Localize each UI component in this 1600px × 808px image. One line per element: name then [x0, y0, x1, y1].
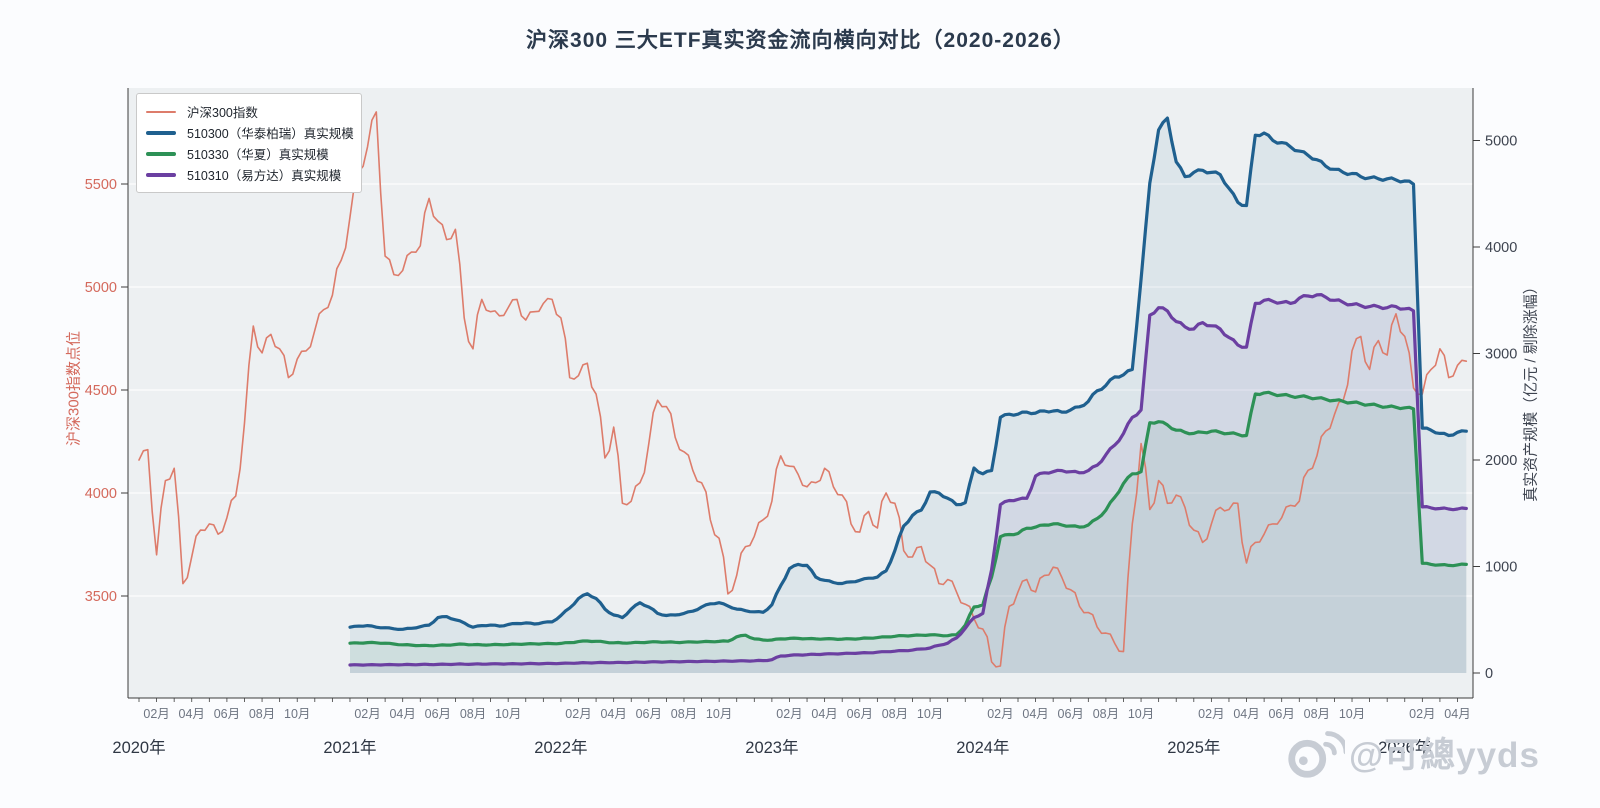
month-tick-label: 02月: [565, 707, 591, 721]
month-tick-label: 10月: [1128, 707, 1154, 721]
month-tick-label: 08月: [882, 707, 908, 721]
month-tick-label: 06月: [1058, 707, 1084, 721]
year-label: 2022年: [534, 738, 587, 757]
right-tick-label: 4000: [1485, 240, 1517, 256]
weibo-icon: [1288, 731, 1345, 778]
month-tick-label: 10月: [917, 707, 943, 721]
month-tick-label: 04月: [811, 707, 837, 721]
month-tick-label: 02月: [1198, 707, 1224, 721]
right-axis-ticks: 0 1000 2000 3000 4000 5000: [1473, 134, 1517, 682]
etf-510310-swatch: [146, 172, 176, 177]
month-tick-label: 08月: [1093, 707, 1119, 721]
year-label: 2021年: [323, 738, 376, 757]
month-tick-label: 10月: [284, 707, 310, 721]
month-tick-label: 10月: [495, 707, 521, 721]
month-tick-label: 04月: [600, 707, 626, 721]
month-tick-label: 08月: [1304, 707, 1330, 721]
year-label: 2026年: [1378, 738, 1431, 757]
year-label: 2020年: [112, 738, 165, 757]
month-tick-label: 04月: [1444, 707, 1470, 721]
left-tick-label: 5000: [85, 280, 117, 296]
month-tick-label: 06月: [636, 707, 662, 721]
left-tick-label: 5500: [85, 177, 117, 193]
right-tick-label: 3000: [1485, 347, 1517, 363]
right-axis-title: 真实资产规模（亿元 / 剔除涨幅）: [1522, 279, 1540, 502]
left-tick-label: 3500: [85, 589, 117, 605]
legend-item-index: 沪深300指数: [146, 101, 352, 122]
watermark-text: @可總yyds: [1349, 735, 1540, 775]
month-tick-label: 04月: [1233, 707, 1259, 721]
month-tick-label: 02月: [987, 707, 1013, 721]
chart-title: 沪深300 三大ETF真实资金流向横向对比（2020-2026）: [526, 29, 1075, 52]
etf-510330-swatch: [146, 151, 176, 156]
left-axis-title: 沪深300指数点位: [65, 330, 83, 447]
month-tick-label: 04月: [1022, 707, 1048, 721]
right-tick-label: 0: [1485, 666, 1493, 682]
index-line-swatch: [146, 110, 176, 113]
month-tick-label: 06月: [1268, 707, 1294, 721]
legend-item-510310: 510310（易方达）真实规模: [146, 164, 352, 185]
year-label: 2025年: [1167, 738, 1220, 757]
month-tick-label: 06月: [847, 707, 873, 721]
etf-area-1: [350, 118, 1467, 674]
legend-label: 沪深300指数: [187, 106, 258, 120]
year-label: 2024年: [956, 738, 1009, 757]
month-tick-label: 06月: [425, 707, 451, 721]
legend: 沪深300指数 510300（华泰柏瑞）真实规模 510330（华夏）真实规模 …: [136, 93, 362, 193]
month-tick-label: 02月: [354, 707, 380, 721]
area-fills: [350, 118, 1467, 674]
right-tick-label: 5000: [1485, 134, 1517, 150]
month-tick-label: 02月: [1409, 707, 1435, 721]
etf-area-2: [350, 392, 1467, 673]
year-label: 2023年: [745, 738, 798, 757]
month-tick-label: 10月: [706, 707, 732, 721]
x-axis-ticks: 02月 04月 06月 08月 10月 02月 04月 06月 08月 10月 02月 04月 06月 0…: [138, 698, 1471, 721]
right-tick-label: 1000: [1485, 560, 1517, 576]
left-tick-label: 4500: [85, 383, 117, 399]
month-tick-label: 08月: [249, 707, 275, 721]
month-tick-label: 04月: [179, 707, 205, 721]
month-tick-label: 08月: [671, 707, 697, 721]
legend-label: 510300（华泰柏瑞）真实规模: [187, 127, 354, 141]
left-tick-label: 4000: [85, 486, 117, 502]
month-tick-label: 04月: [389, 707, 415, 721]
legend-label: 510310（易方达）真实规模: [187, 169, 342, 183]
legend-item-510300: 510300（华泰柏瑞）真实规模: [146, 122, 354, 143]
legend-item-510330: 510330（华夏）真实规模: [146, 143, 352, 164]
month-tick-label: 06月: [214, 707, 240, 721]
year-labels: 2020年 2021年 2022年 2023年 2024年 2025年 2026年: [112, 738, 1431, 757]
etf-area-3: [350, 294, 1467, 673]
etf-line-1: [348, 116, 1468, 631]
month-tick-label: 08月: [460, 707, 486, 721]
right-tick-label: 2000: [1485, 453, 1517, 469]
watermark: @可總yyds: [1283, 724, 1540, 780]
legend-label: 510330（华夏）真实规模: [187, 148, 329, 162]
month-tick-label: 02月: [776, 707, 802, 721]
month-tick-label: 10月: [1339, 707, 1365, 721]
month-tick-label: 02月: [143, 707, 169, 721]
etf-line-3: [348, 293, 1468, 667]
etf-line-2: [348, 390, 1468, 648]
left-axis-ticks: 3500 4000 4500 5000 5500: [85, 177, 128, 605]
etf-510300-swatch: [146, 130, 176, 135]
